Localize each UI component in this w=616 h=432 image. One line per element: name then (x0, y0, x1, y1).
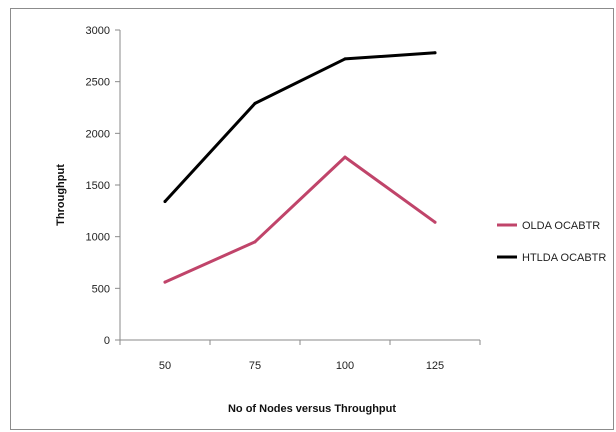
y-tick-label: 1500 (86, 180, 110, 192)
x-tick-label: 125 (426, 360, 444, 372)
data-point (163, 280, 167, 284)
y-tick-label: 500 (92, 283, 110, 295)
series-line-2 (163, 51, 437, 204)
data-point (433, 220, 437, 224)
data-point (343, 57, 347, 61)
data-point (433, 51, 437, 55)
y-axis: 0 500 1000 1500 2000 2500 3000 (86, 25, 121, 347)
data-point (343, 155, 347, 159)
data-point (253, 101, 257, 105)
y-tick-label: 3000 (86, 25, 110, 37)
data-point (163, 200, 167, 204)
legend: OLDA OCABTR HTLDA OCABTR (497, 220, 606, 264)
y-tick-label: 2000 (86, 128, 110, 140)
x-tick-label: 75 (249, 360, 261, 372)
y-tick-label: 1000 (86, 232, 110, 244)
x-tick-label: 100 (336, 360, 354, 372)
legend-label: HTLDA OCABTR (522, 252, 606, 264)
data-point (253, 240, 257, 244)
y-tick-label: 0 (104, 335, 110, 347)
x-axis: 50 75 100 125 (119, 339, 481, 372)
y-tick-label: 2500 (86, 77, 110, 89)
x-tick-label: 50 (159, 360, 171, 372)
y-axis-title: Throughput (55, 164, 67, 226)
legend-label: OLDA OCABTR (522, 220, 600, 232)
series-line-1 (163, 155, 437, 284)
series-layer (163, 51, 437, 284)
chart-frame (10, 8, 614, 430)
x-axis-title: No of Nodes versus Throughput (228, 403, 396, 415)
